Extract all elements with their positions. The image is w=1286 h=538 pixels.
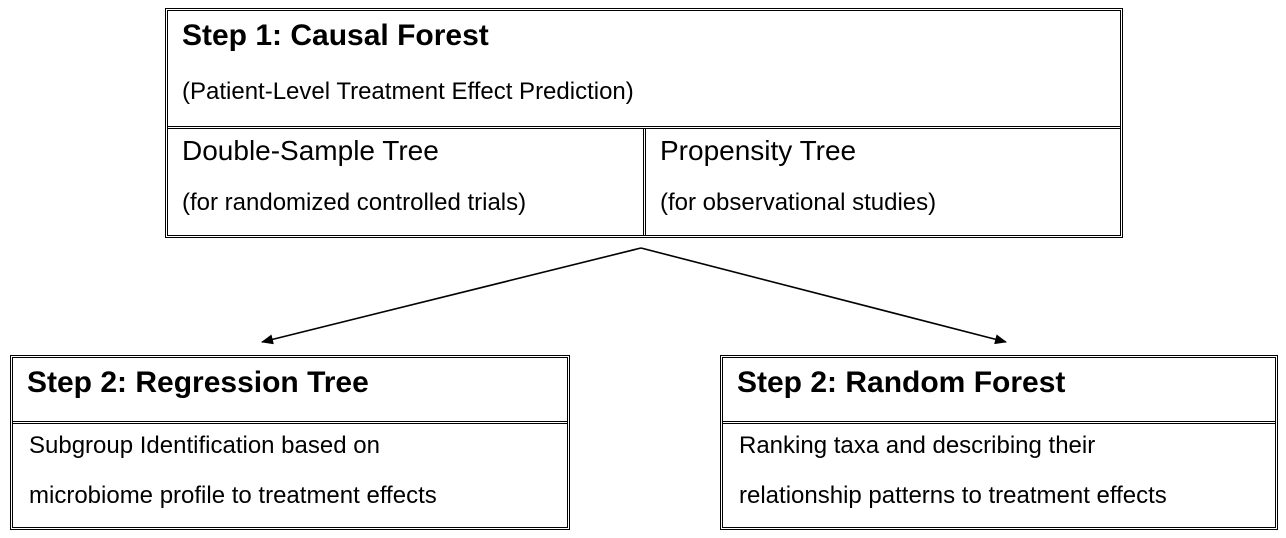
arrow-to-regression-tree (261, 247, 642, 345)
step1-title: Step 1: Causal Forest (182, 19, 489, 52)
double-sample-tree-heading: Double-Sample Tree (182, 135, 439, 166)
regression-tree-header-cell: Step 2: Regression Tree (13, 358, 567, 424)
regression-tree-line1: Subgroup Identification based on (29, 432, 380, 459)
step1-header-cell: Step 1: Causal Forest (Patient-Level Tre… (168, 11, 1120, 129)
random-forest-line2: relationship patterns to treatment effec… (739, 482, 1167, 509)
double-sample-tree-cell: Double-Sample Tree (for randomized contr… (168, 129, 646, 235)
propensity-tree-note: (for observational studies) (660, 189, 937, 216)
random-forest-header-cell: Step 2: Random Forest (723, 358, 1275, 424)
random-forest-box: Step 2: Random Forest Ranking taxa and d… (720, 355, 1278, 530)
step1-box: Step 1: Causal Forest (Patient-Level Tre… (165, 8, 1123, 238)
random-forest-line1: Ranking taxa and describing their (739, 432, 1096, 459)
propensity-tree-cell: Propensity Tree (for observational studi… (646, 129, 1120, 235)
regression-tree-line2: microbiome profile to treatment effects (29, 482, 437, 509)
regression-tree-box: Step 2: Regression Tree Subgroup Identif… (10, 355, 570, 530)
double-sample-tree-note: (for randomized controlled trials) (182, 189, 527, 216)
step1-subtitle: (Patient-Level Treatment Effect Predicti… (182, 78, 634, 105)
arrow-to-random-forest (640, 247, 1007, 345)
propensity-tree-heading: Propensity Tree (660, 135, 857, 166)
regression-tree-title: Step 2: Regression Tree (27, 366, 369, 399)
random-forest-title: Step 2: Random Forest (737, 366, 1066, 399)
